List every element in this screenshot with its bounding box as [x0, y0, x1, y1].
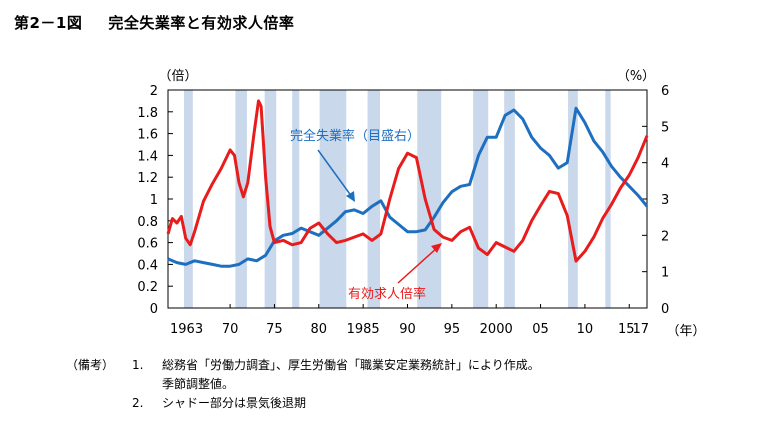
y-right-tick-label: 6 — [661, 84, 669, 99]
chart: 0 0.2 0.4 0.6 0.8 1 1.2 1.4 1.6 1.8 2 0 1 2 3 4 5 6 1963… — [137, 69, 705, 339]
note-text: シャドー部分は景気後退期 — [162, 396, 307, 410]
x-tick-label: 2000 — [480, 322, 513, 337]
figure-number: 第2－1図 — [14, 14, 83, 32]
x-tick-label: 10 — [577, 322, 594, 337]
recession-shade — [504, 90, 515, 308]
y-right-unit: （%） — [617, 69, 655, 84]
y-left-tick-label: 1.8 — [137, 106, 158, 121]
y-right-tick-label: 5 — [661, 120, 669, 135]
x-tick-label: 05 — [532, 322, 549, 337]
y-left-tick-label: 0.8 — [137, 215, 158, 230]
recession-shade — [235, 90, 247, 308]
recession-shade — [605, 90, 611, 308]
y-left-unit: （倍） — [158, 69, 197, 84]
x-tick-label: 1963 — [170, 322, 203, 337]
recession-shade — [319, 90, 347, 308]
note-number: 1. — [132, 358, 144, 372]
series-line-job-ratio — [166, 99, 649, 263]
x-tick-label: 17 — [632, 322, 649, 337]
recession-shade — [292, 90, 300, 308]
y-left-tick-label: 2 — [150, 84, 158, 99]
x-tick-label: 75 — [266, 322, 283, 337]
series-line-unemployment — [167, 106, 649, 268]
y-left-tick-label: 1.2 — [137, 171, 158, 186]
y-right-tick-label: 2 — [661, 229, 669, 244]
figure-title-text: 完全失業率と有効求人倍率 — [108, 14, 295, 32]
series-label-job-ratio: 有効求人倍率 — [348, 286, 426, 302]
x-tick-label: 80 — [311, 322, 328, 337]
notes-label: （備考） — [66, 358, 115, 372]
annotation-arrow-unemployment — [317, 149, 355, 202]
series-label-unemployment: 完全失業率（目盛右） — [290, 128, 420, 144]
note-number: 2. — [132, 396, 144, 410]
recession-shade — [264, 90, 277, 308]
y-left-tick-label: 1 — [150, 193, 158, 208]
annotation-arrow-job-ratio — [397, 243, 442, 284]
y-right-tick-label: 0 — [661, 302, 669, 317]
y-right-tick-label: 1 — [661, 266, 669, 281]
y-left-tick-label: 1.6 — [137, 128, 158, 143]
y-left-tick-label: 1.4 — [137, 149, 158, 164]
y-left-tick-label: 0.2 — [137, 280, 158, 295]
recession-shade — [417, 90, 442, 308]
y-right-tick-label: 3 — [661, 193, 669, 208]
x-tick-label: 70 — [222, 322, 239, 337]
x-tick-label: 90 — [399, 322, 416, 337]
y-left-tick-label: 0 — [150, 302, 158, 317]
x-tick-label: 95 — [444, 322, 461, 337]
x-tick-label: 1985 — [347, 322, 380, 337]
note-text: 季節調整値。 — [162, 377, 235, 391]
recession-shade — [473, 90, 489, 308]
x-tick-label: 15 — [618, 322, 635, 337]
recession-shade — [183, 90, 193, 308]
figure-title: 第2－1図 完全失業率と有効求人倍率 — [14, 12, 294, 33]
recession-shade — [367, 90, 381, 308]
notes: （備考） 1. 総務省「労働力調査」、厚生労働省「職業安定業務統計」により作成。 季… — [66, 356, 540, 413]
note-text: 総務省「労働力調査」、厚生労働省「職業安定業務統計」により作成。 — [162, 358, 540, 372]
y-right-tick-label: 4 — [661, 157, 669, 172]
y-left-tick-label: 0.4 — [137, 258, 158, 273]
recession-shade — [568, 90, 578, 308]
x-unit: （年） — [666, 324, 705, 339]
y-left-tick-label: 0.6 — [137, 237, 158, 252]
